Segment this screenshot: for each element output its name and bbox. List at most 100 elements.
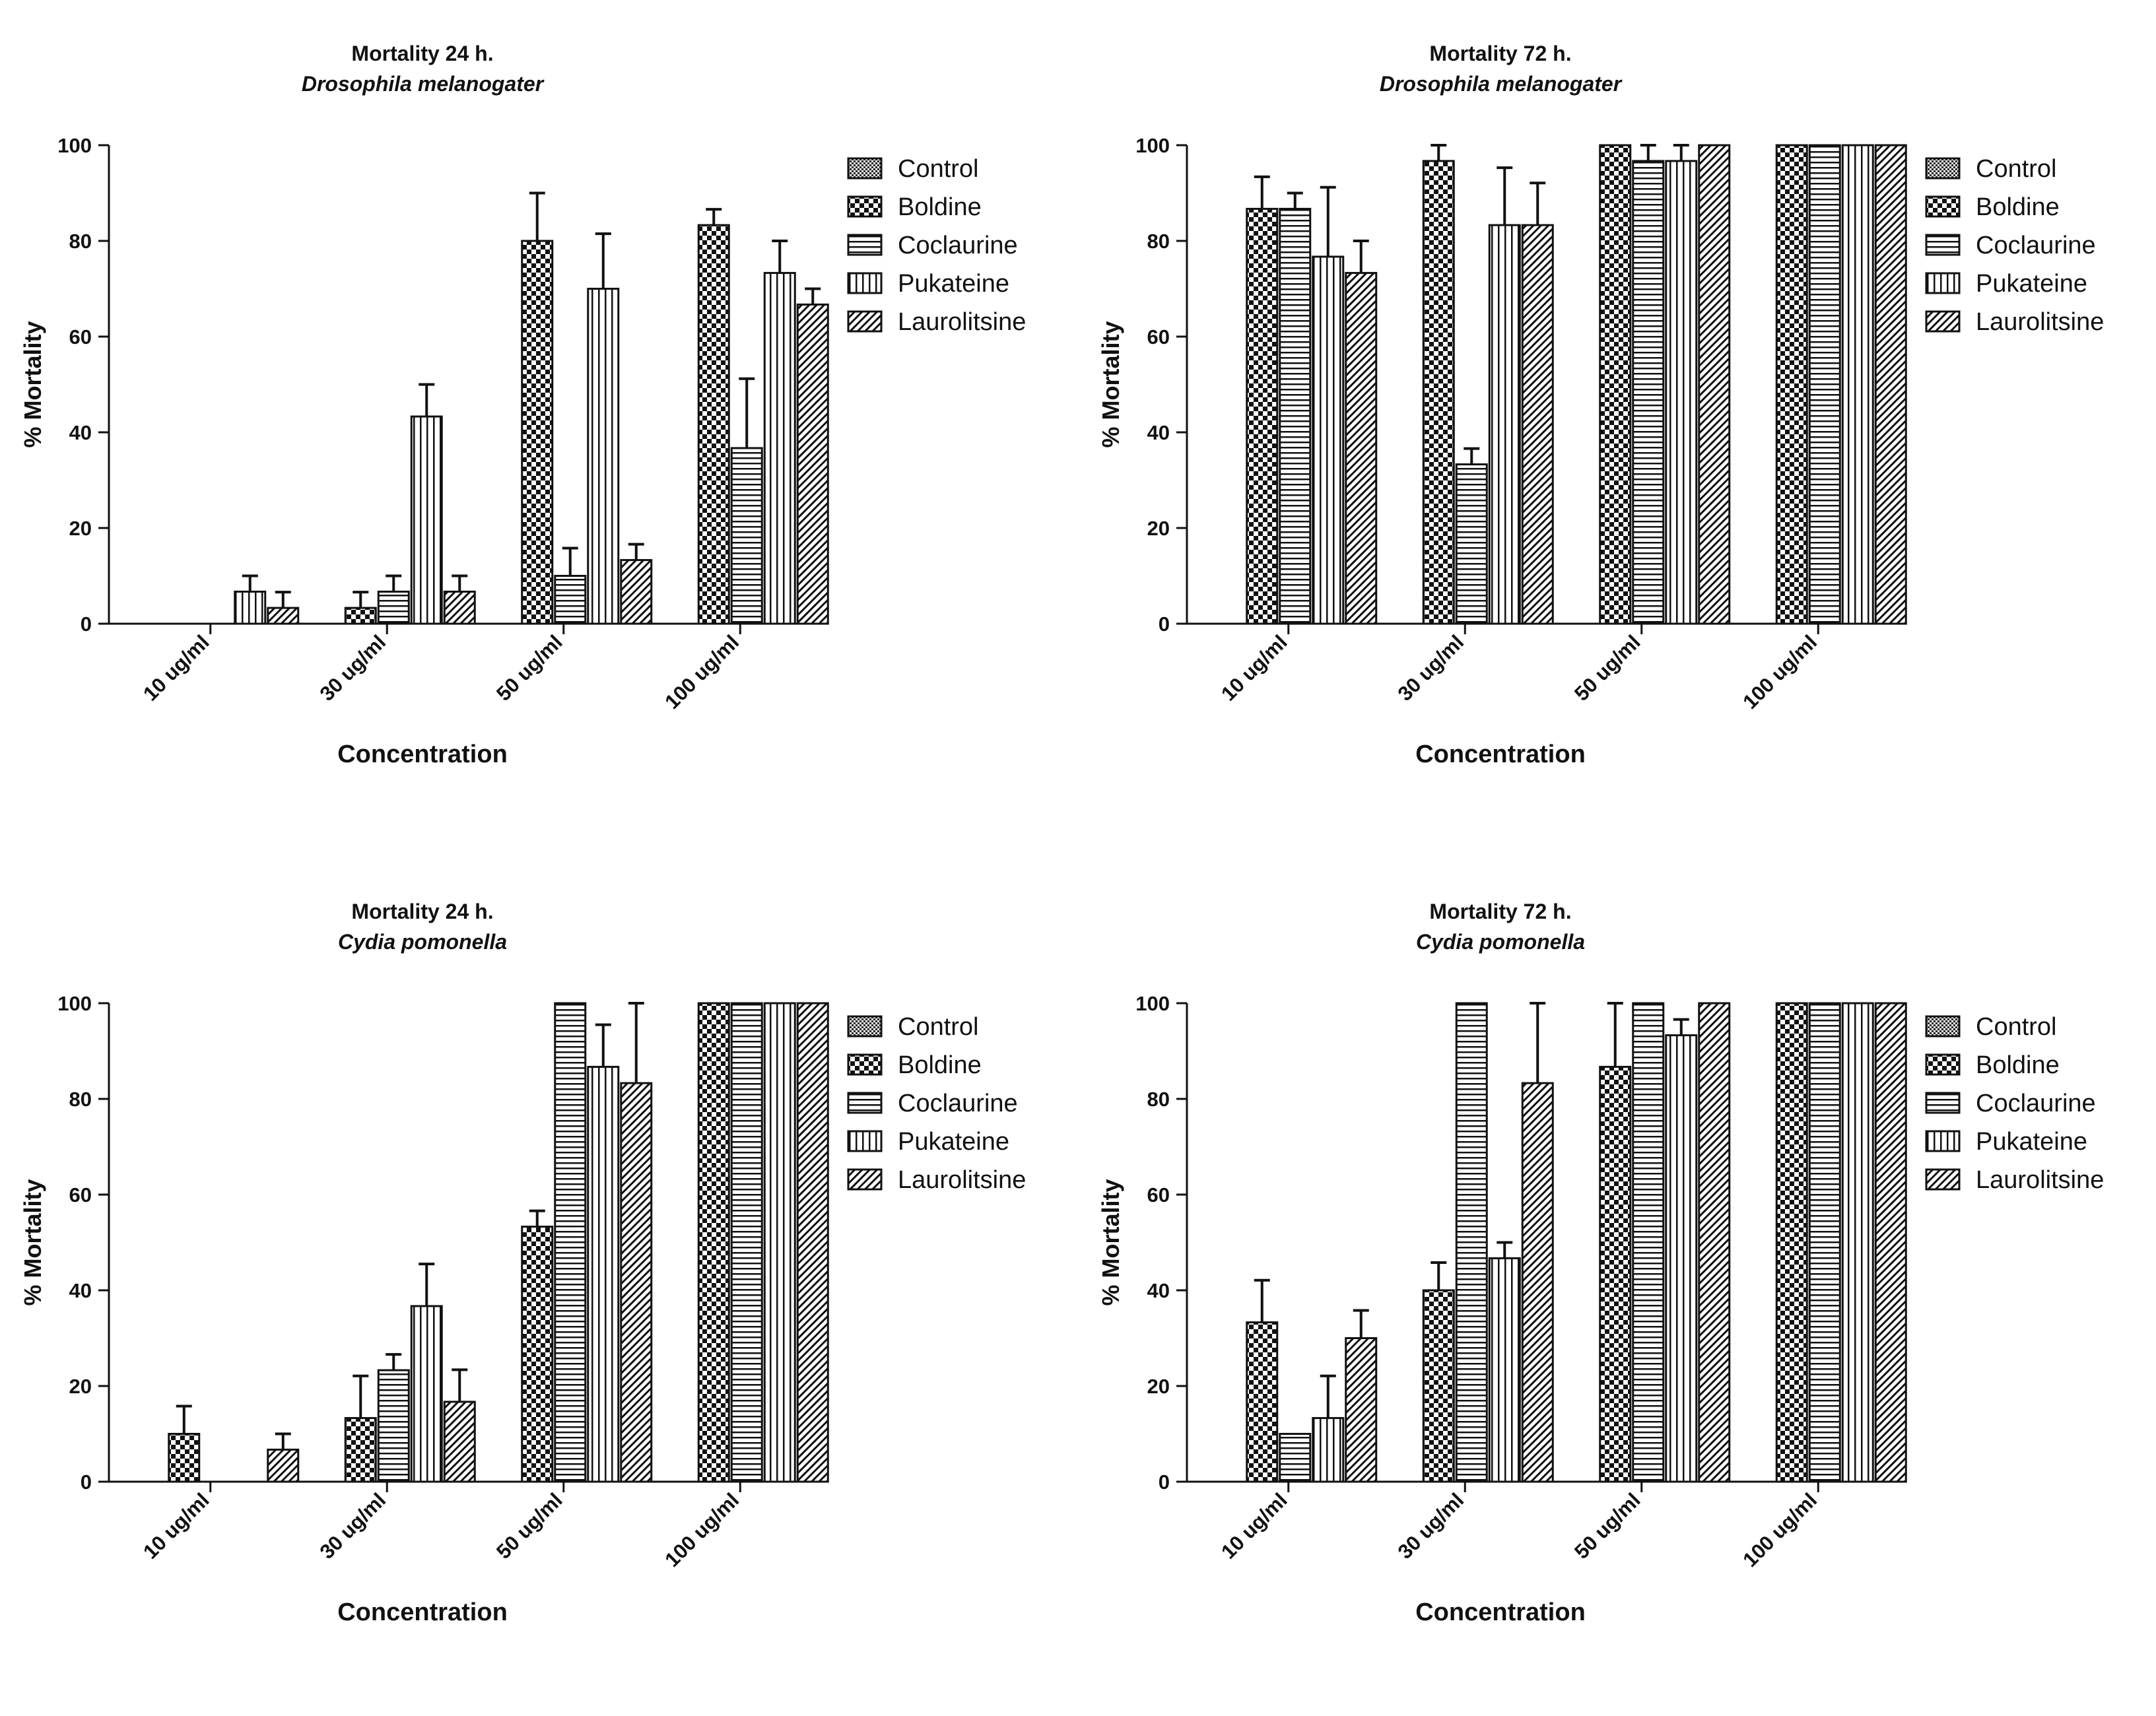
y-tick-label: 60: [69, 1183, 92, 1206]
bar-coclaurine-100-ug-ml: [1808, 144, 1841, 625]
bar-pukateine-50-ug-ml: [1665, 160, 1698, 625]
bar-pukateine-30-ug-ml: [1488, 224, 1521, 625]
y-tick-label: 20: [69, 1375, 92, 1398]
legend-label-boldine: Boldine: [1976, 193, 2060, 221]
legend-swatch-boldine: [847, 195, 883, 218]
legend-swatch-control: [1925, 157, 1961, 180]
legend-label-coclaurine: Coclaurine: [1976, 232, 2096, 259]
bar-laurolitsine-30-ug-ml: [443, 1401, 476, 1483]
legend-swatch-pukateine: [1925, 1130, 1961, 1152]
bar-pukateine-100-ug-ml: [763, 1002, 796, 1483]
bar-coclaurine-50-ug-ml: [554, 1002, 587, 1483]
y-tick-label: 80: [1147, 230, 1170, 253]
chart-subtitle: Drosophila melanogater: [302, 72, 545, 96]
y-tick-label: 100: [1135, 992, 1170, 1015]
bar-laurolitsine-10-ug-ml: [267, 607, 300, 625]
bar-boldine-10-ug-ml: [168, 1433, 201, 1483]
x-tick-label-50-ug-ml: 50 ug/ml: [492, 1488, 567, 1564]
bar-laurolitsine-10-ug-ml: [267, 1448, 300, 1483]
legend-swatch-coclaurine: [847, 1092, 883, 1114]
bar-laurolitsine-30-ug-ml: [1521, 224, 1554, 625]
bar-pukateine-50-ug-ml: [587, 1065, 620, 1483]
y-tick-label: 20: [69, 517, 92, 540]
legend-label-coclaurine: Coclaurine: [898, 232, 1018, 259]
legend-label-laurolitsine: Laurolitsine: [898, 308, 1026, 336]
bar-boldine-30-ug-ml: [344, 607, 377, 625]
x-tick-label-30-ug-ml: 30 ug/ml: [1394, 630, 1469, 706]
chart-cydia-72h: Mortality 72 h. Cydia pomonella 0 20 40 60 80 1…: [1097, 900, 2104, 1626]
bar-pukateine-10-ug-ml: [1312, 1417, 1345, 1483]
bar-pukateine-30-ug-ml: [410, 1305, 443, 1483]
x-tick-label-10-ug-ml: 10 ug/ml: [1217, 1488, 1292, 1564]
bar-pukateine-50-ug-ml: [1665, 1034, 1698, 1483]
legend-swatch-pukateine: [847, 1130, 883, 1152]
chart-title: Mortality 24 h.: [351, 900, 493, 923]
y-tick-label: 60: [1147, 325, 1170, 348]
bar-boldine-30-ug-ml: [344, 1417, 377, 1483]
chart-drosophila-24h: Mortality 24 h. Drosophila melanogater 0 20…: [19, 42, 1026, 768]
y-tick-label: 60: [1147, 1183, 1170, 1206]
bar-laurolitsine-100-ug-ml: [796, 1002, 829, 1483]
y-tick-label: 100: [57, 134, 92, 157]
bar-coclaurine-30-ug-ml: [377, 1369, 410, 1483]
legend-swatch-coclaurine: [1925, 234, 1961, 256]
legend-label-laurolitsine: Laurolitsine: [1976, 1166, 2104, 1194]
y-tick-label: 0: [1159, 1470, 1170, 1494]
bar-coclaurine-50-ug-ml: [1632, 160, 1665, 625]
x-tick-label-30-ug-ml: 30 ug/ml: [316, 1488, 391, 1564]
legend-label-control: Control: [898, 1013, 979, 1041]
y-axis-label: % Mortality: [19, 1179, 46, 1305]
legend-label-control: Control: [1976, 155, 2057, 183]
y-axis-label: % Mortality: [1097, 1179, 1124, 1305]
bar-laurolitsine-50-ug-ml: [620, 1082, 653, 1483]
y-tick-label: 40: [69, 421, 92, 444]
y-tick-label: 40: [69, 1279, 92, 1302]
legend-swatch-boldine: [847, 1053, 883, 1076]
x-tick-label-10-ug-ml: 10 ug/ml: [139, 1488, 214, 1564]
bar-pukateine-30-ug-ml: [1488, 1257, 1521, 1483]
chart-subtitle: Cydia pomonella: [1416, 930, 1585, 954]
bar-laurolitsine-50-ug-ml: [620, 559, 653, 625]
bar-pukateine-10-ug-ml: [1312, 255, 1345, 625]
legend-swatch-laurolitsine: [847, 1168, 883, 1191]
legend-label-laurolitsine: Laurolitsine: [898, 1166, 1026, 1194]
bar-coclaurine-30-ug-ml: [1455, 1002, 1488, 1483]
x-tick-label-10-ug-ml: 10 ug/ml: [1217, 630, 1292, 706]
x-tick-label-50-ug-ml: 50 ug/ml: [1570, 630, 1645, 706]
bar-boldine-10-ug-ml: [1246, 207, 1279, 625]
x-tick-label-100-ug-ml: 100 ug/ml: [660, 630, 743, 713]
legend-swatch-control: [1925, 1015, 1961, 1038]
x-axis-label: Concentration: [337, 741, 508, 768]
legend-label-pukateine: Pukateine: [898, 270, 1009, 298]
legend-label-boldine: Boldine: [898, 193, 982, 221]
y-tick-label: 0: [81, 612, 92, 636]
legend-swatch-control: [847, 1015, 883, 1038]
legend-swatch-boldine: [1925, 1053, 1961, 1076]
chart-subtitle: Cydia pomonella: [338, 930, 507, 954]
legend-label-pukateine: Pukateine: [898, 1128, 1009, 1156]
bar-laurolitsine-50-ug-ml: [1698, 1002, 1731, 1483]
bar-boldine-50-ug-ml: [1599, 144, 1632, 625]
bar-boldine-100-ug-ml: [1775, 144, 1808, 625]
bar-laurolitsine-100-ug-ml: [1874, 144, 1907, 625]
y-tick-label: 40: [1147, 421, 1170, 444]
legend-swatch-coclaurine: [1925, 1092, 1961, 1114]
bar-coclaurine-100-ug-ml: [730, 447, 763, 625]
bar-laurolitsine-100-ug-ml: [1874, 1002, 1907, 1483]
y-tick-label: 0: [81, 1470, 92, 1494]
x-tick-label-50-ug-ml: 50 ug/ml: [1570, 1488, 1645, 1564]
bar-coclaurine-100-ug-ml: [1808, 1002, 1841, 1483]
legend-swatch-pukateine: [847, 272, 883, 294]
legend-label-coclaurine: Coclaurine: [898, 1090, 1018, 1117]
x-tick-label-100-ug-ml: 100 ug/ml: [660, 1488, 743, 1571]
bar-pukateine-100-ug-ml: [1841, 1002, 1874, 1483]
bar-pukateine-100-ug-ml: [1841, 144, 1874, 625]
y-tick-label: 20: [1147, 517, 1170, 540]
x-axis-label: Concentration: [1415, 1599, 1586, 1626]
legend-swatch-laurolitsine: [1925, 1168, 1961, 1191]
bar-boldine-30-ug-ml: [1422, 1289, 1455, 1483]
x-axis-label: Concentration: [1415, 741, 1586, 768]
legend-swatch-control: [847, 157, 883, 180]
bar-laurolitsine-50-ug-ml: [1698, 144, 1731, 625]
